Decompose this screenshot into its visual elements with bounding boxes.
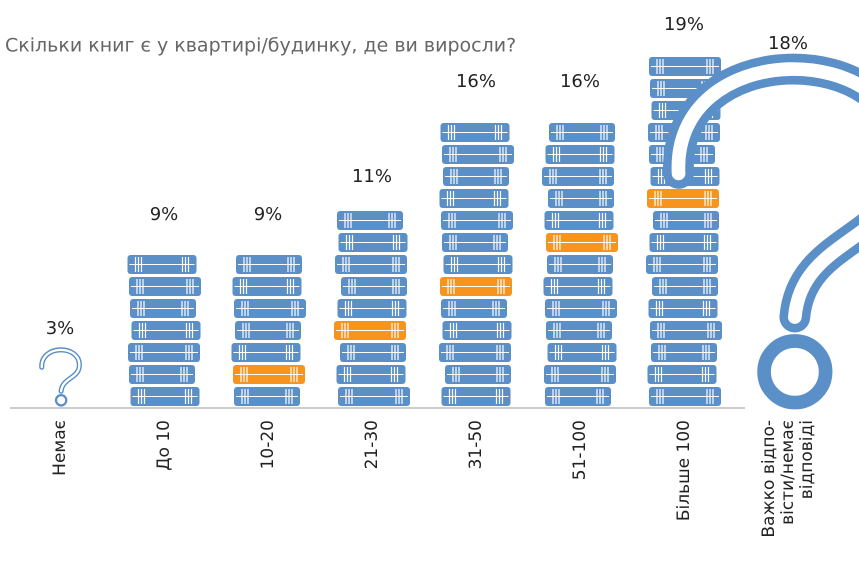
value-label: 9% — [254, 204, 283, 225]
x-tick-label: Важко відпо-вісти/немаєвідповіді — [759, 420, 817, 538]
x-tick-label: 21-30 — [362, 420, 382, 469]
question-dot — [764, 341, 826, 403]
bar — [128, 255, 202, 406]
x-tick-label: 31-50 — [466, 420, 486, 469]
bar — [542, 123, 618, 406]
value-label: 16% — [560, 71, 600, 92]
value-label: 18% — [768, 33, 808, 54]
x-tick-label: Немає — [50, 420, 70, 476]
question-curve — [42, 350, 80, 391]
value-label: 11% — [352, 166, 392, 187]
bar — [439, 123, 514, 406]
bar — [334, 211, 410, 406]
x-tick-label: 10-20 — [258, 420, 278, 469]
x-tick-label: До 10 — [154, 420, 174, 471]
value-label: 19% — [664, 14, 704, 35]
value-label: 16% — [456, 71, 496, 92]
question-mark — [42, 350, 80, 406]
chart-title: Скільки книг є у квартирі/будинку, де ви… — [5, 35, 516, 57]
bar — [42, 350, 80, 406]
bar — [232, 255, 307, 406]
question-dot — [56, 395, 66, 405]
chart: Скільки книг є у квартирі/будинку, де ви… — [0, 0, 859, 574]
x-tick-label: Більше 100 — [674, 420, 694, 521]
value-label: 9% — [150, 204, 179, 225]
x-tick-label: 51-100 — [570, 420, 590, 480]
value-label: 3% — [46, 318, 75, 339]
